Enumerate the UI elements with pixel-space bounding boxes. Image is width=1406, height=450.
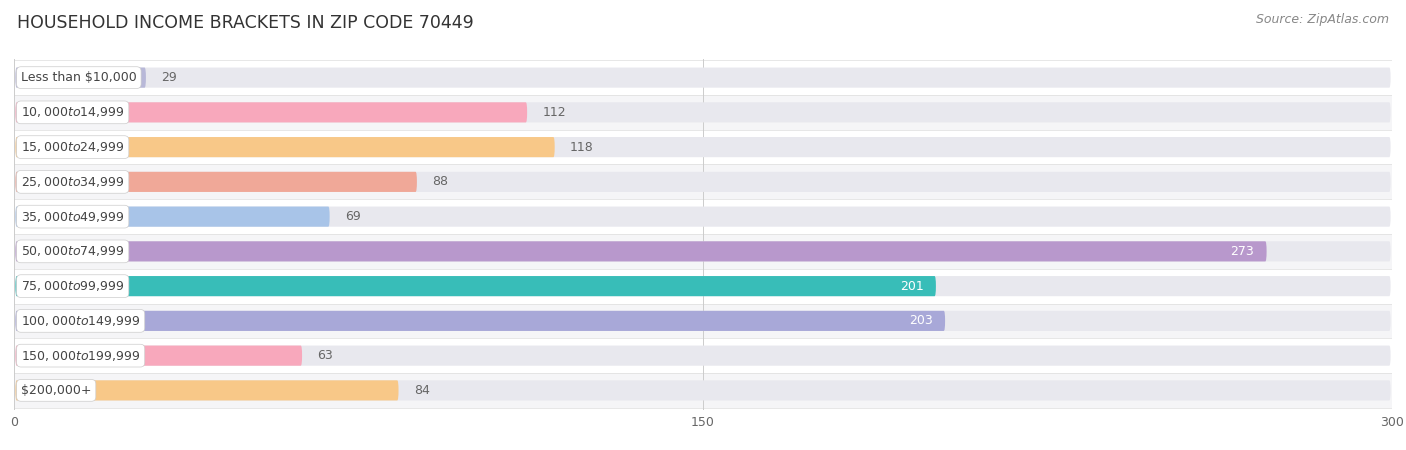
Text: $35,000 to $49,999: $35,000 to $49,999 bbox=[21, 210, 125, 224]
Text: $15,000 to $24,999: $15,000 to $24,999 bbox=[21, 140, 125, 154]
Text: Less than $10,000: Less than $10,000 bbox=[21, 71, 136, 84]
FancyBboxPatch shape bbox=[15, 380, 1391, 400]
Bar bbox=[14, 234, 1392, 269]
Text: $100,000 to $149,999: $100,000 to $149,999 bbox=[21, 314, 141, 328]
Bar bbox=[14, 199, 1392, 234]
FancyBboxPatch shape bbox=[15, 207, 1391, 227]
Text: HOUSEHOLD INCOME BRACKETS IN ZIP CODE 70449: HOUSEHOLD INCOME BRACKETS IN ZIP CODE 70… bbox=[17, 14, 474, 32]
Bar bbox=[14, 338, 1392, 373]
FancyBboxPatch shape bbox=[15, 311, 1391, 331]
FancyBboxPatch shape bbox=[15, 172, 418, 192]
Text: $50,000 to $74,999: $50,000 to $74,999 bbox=[21, 244, 125, 258]
Text: $200,000+: $200,000+ bbox=[21, 384, 91, 397]
FancyBboxPatch shape bbox=[15, 102, 1391, 122]
FancyBboxPatch shape bbox=[15, 137, 1391, 157]
Bar bbox=[14, 130, 1392, 165]
Text: 201: 201 bbox=[900, 279, 924, 292]
FancyBboxPatch shape bbox=[15, 276, 1391, 296]
Text: Source: ZipAtlas.com: Source: ZipAtlas.com bbox=[1256, 14, 1389, 27]
Text: $150,000 to $199,999: $150,000 to $199,999 bbox=[21, 349, 141, 363]
FancyBboxPatch shape bbox=[15, 137, 555, 157]
Text: 273: 273 bbox=[1230, 245, 1254, 258]
Text: $75,000 to $99,999: $75,000 to $99,999 bbox=[21, 279, 125, 293]
FancyBboxPatch shape bbox=[15, 241, 1391, 261]
Bar bbox=[14, 95, 1392, 130]
Text: $10,000 to $14,999: $10,000 to $14,999 bbox=[21, 105, 125, 119]
Bar bbox=[14, 165, 1392, 199]
FancyBboxPatch shape bbox=[15, 68, 146, 88]
Text: 84: 84 bbox=[413, 384, 429, 397]
Bar bbox=[14, 269, 1392, 303]
FancyBboxPatch shape bbox=[15, 380, 398, 400]
FancyBboxPatch shape bbox=[15, 311, 945, 331]
FancyBboxPatch shape bbox=[15, 102, 527, 122]
FancyBboxPatch shape bbox=[15, 172, 1391, 192]
FancyBboxPatch shape bbox=[15, 276, 936, 296]
Bar bbox=[14, 60, 1392, 95]
FancyBboxPatch shape bbox=[15, 346, 302, 366]
FancyBboxPatch shape bbox=[15, 346, 1391, 366]
Text: 29: 29 bbox=[162, 71, 177, 84]
Text: 63: 63 bbox=[318, 349, 333, 362]
Bar bbox=[14, 373, 1392, 408]
Text: 112: 112 bbox=[543, 106, 565, 119]
Bar bbox=[14, 303, 1392, 338]
Text: 69: 69 bbox=[344, 210, 360, 223]
FancyBboxPatch shape bbox=[15, 241, 1267, 261]
FancyBboxPatch shape bbox=[15, 207, 329, 227]
Text: 203: 203 bbox=[908, 315, 932, 328]
Text: 88: 88 bbox=[432, 176, 449, 189]
Text: 118: 118 bbox=[569, 140, 593, 153]
FancyBboxPatch shape bbox=[15, 68, 1391, 88]
Text: $25,000 to $34,999: $25,000 to $34,999 bbox=[21, 175, 125, 189]
